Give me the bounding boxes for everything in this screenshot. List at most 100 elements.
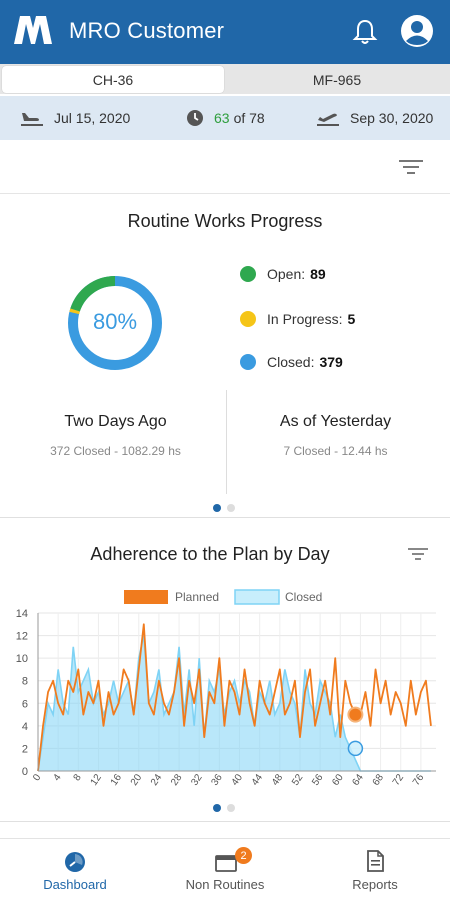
chart-filter-icon[interactable] bbox=[408, 547, 428, 561]
x-tick-label: 8 bbox=[72, 772, 84, 783]
x-tick-label: 12 bbox=[89, 772, 105, 788]
progress-done: 63 bbox=[214, 110, 230, 126]
stats-divider bbox=[226, 390, 227, 494]
app-logo bbox=[14, 16, 52, 44]
two-days-ago-title: Two Days Ago bbox=[64, 413, 167, 430]
plane-landing-icon bbox=[21, 113, 43, 126]
x-tick-label: 56 bbox=[310, 772, 326, 788]
routine-works-card bbox=[0, 196, 450, 518]
arrival-date: Sep 30, 2020 bbox=[350, 110, 434, 126]
progress-info: 63 of 78 bbox=[186, 96, 265, 140]
legend-open-label: Open: bbox=[267, 266, 306, 282]
legend-planned-swatch bbox=[124, 590, 168, 604]
x-tick-label: 36 bbox=[209, 772, 225, 788]
nav-non-routines-label: Non Routines bbox=[185, 877, 265, 892]
legend-closed-label: Closed: bbox=[267, 354, 315, 370]
closed-current-marker bbox=[347, 740, 364, 757]
legend-in-progress: In Progress: 5 bbox=[240, 311, 355, 327]
y-tick-label: 4 bbox=[22, 721, 28, 733]
departure-date: Jul 15, 2020 bbox=[54, 110, 131, 126]
legend-in-progress-dot bbox=[240, 311, 256, 327]
filter-row bbox=[0, 140, 450, 194]
account-avatar-icon[interactable] bbox=[400, 14, 434, 48]
x-tick-label: 64 bbox=[350, 772, 366, 788]
progress-percent: 80% bbox=[92, 309, 138, 334]
bell-icon[interactable] bbox=[352, 18, 378, 46]
nav-dashboard[interactable]: Dashboard bbox=[0, 839, 150, 900]
progress-total: of 78 bbox=[233, 110, 265, 126]
chart-pager-dot-active[interactable] bbox=[213, 804, 221, 812]
legend-closed: Closed: 379 bbox=[240, 354, 343, 370]
legend-planned-label: Planned bbox=[175, 590, 219, 604]
as-of-yesterday-subtitle: 7 Closed - 12.44 hs bbox=[283, 444, 388, 458]
x-tick-label: 48 bbox=[270, 772, 286, 788]
app-title: MRO Customer bbox=[69, 18, 225, 43]
adherence-title: Adherence to the Plan by Day bbox=[90, 544, 330, 564]
pager-dot-active[interactable] bbox=[213, 504, 221, 512]
bottom-navigation: Dashboard Non Routines Reports bbox=[0, 838, 450, 900]
legend-open-dot bbox=[240, 266, 256, 282]
progress-donut-chart bbox=[68, 276, 162, 370]
y-tick-label: 8 bbox=[22, 676, 28, 688]
tab-mf-965[interactable]: MF-965 bbox=[312, 71, 362, 88]
tab-ch-36[interactable]: CH-36 bbox=[2, 66, 224, 93]
nav-non-routines[interactable]: Non Routines bbox=[150, 839, 300, 900]
dashboard-icon bbox=[65, 852, 85, 872]
donut-open-segment bbox=[70, 276, 116, 312]
x-tick-label: 32 bbox=[189, 772, 205, 788]
y-tick-label: 6 bbox=[22, 698, 28, 710]
nav-dashboard-label: Dashboard bbox=[43, 877, 107, 892]
donut-inprogress-segment bbox=[69, 308, 80, 315]
x-tick-label: 4 bbox=[51, 772, 63, 783]
non-routines-icon bbox=[215, 855, 237, 872]
chart-pager[interactable] bbox=[213, 804, 235, 812]
legend-in-progress-label: In Progress: bbox=[267, 311, 343, 327]
nav-reports-label: Reports bbox=[352, 877, 398, 892]
y-tick-label: 0 bbox=[22, 766, 28, 778]
two-days-ago-subtitle: 372 Closed - 1082.29 hs bbox=[50, 444, 181, 458]
nav-reports[interactable]: Reports bbox=[300, 839, 450, 900]
closed-area bbox=[38, 635, 431, 771]
arrival-info: Sep 30, 2020 bbox=[316, 96, 433, 140]
legend-closed-value: 379 bbox=[319, 354, 343, 370]
legend-open-value: 89 bbox=[310, 266, 326, 282]
y-tick-label: 14 bbox=[16, 608, 28, 620]
legend-closed-swatch bbox=[234, 589, 280, 605]
x-tick-label: 16 bbox=[109, 772, 125, 788]
y-tick-label: 2 bbox=[22, 743, 28, 755]
routine-pager[interactable] bbox=[213, 504, 235, 512]
x-tick-label: 40 bbox=[230, 772, 246, 788]
clock-icon bbox=[187, 110, 203, 126]
non-routines-badge: 2 bbox=[235, 847, 252, 864]
x-tick-label: 0 bbox=[31, 772, 43, 783]
x-tick-label: 60 bbox=[330, 772, 346, 788]
plane-takeoff-icon bbox=[317, 113, 339, 126]
x-tick-label: 28 bbox=[169, 772, 185, 788]
pager-dot[interactable] bbox=[227, 504, 235, 512]
reports-icon bbox=[367, 850, 384, 872]
y-tick-label: 12 bbox=[16, 631, 28, 643]
x-tick-label: 20 bbox=[129, 772, 145, 788]
aircraft-tabs: CH-36 MF-965 bbox=[0, 64, 450, 94]
x-tick-label: 24 bbox=[149, 772, 165, 788]
routine-works-title: Routine Works Progress bbox=[127, 211, 323, 231]
filter-icon[interactable] bbox=[398, 158, 424, 176]
legend-closed-dot bbox=[240, 354, 256, 370]
planned-current-marker bbox=[347, 706, 364, 723]
y-tick-label: 10 bbox=[16, 653, 28, 665]
x-tick-label: 72 bbox=[391, 772, 407, 788]
legend-closed-series-label: Closed bbox=[285, 590, 322, 604]
check-info-strip: Jul 15, 2020 63 of 78 Sep 30, 2020 bbox=[0, 96, 450, 140]
chart-pager-dot[interactable] bbox=[227, 804, 235, 812]
x-tick-label: 68 bbox=[371, 772, 387, 788]
x-tick-label: 44 bbox=[250, 772, 266, 788]
app-bar: MRO Customer bbox=[0, 0, 450, 64]
legend-open: Open: 89 bbox=[240, 266, 326, 282]
x-tick-label: 76 bbox=[411, 772, 427, 788]
as-of-yesterday-title: As of Yesterday bbox=[279, 413, 392, 430]
x-tick-label: 52 bbox=[290, 772, 306, 788]
planned-series-line bbox=[37, 623, 432, 772]
legend-in-progress-value: 5 bbox=[347, 311, 356, 327]
adherence-card bbox=[0, 520, 450, 822]
